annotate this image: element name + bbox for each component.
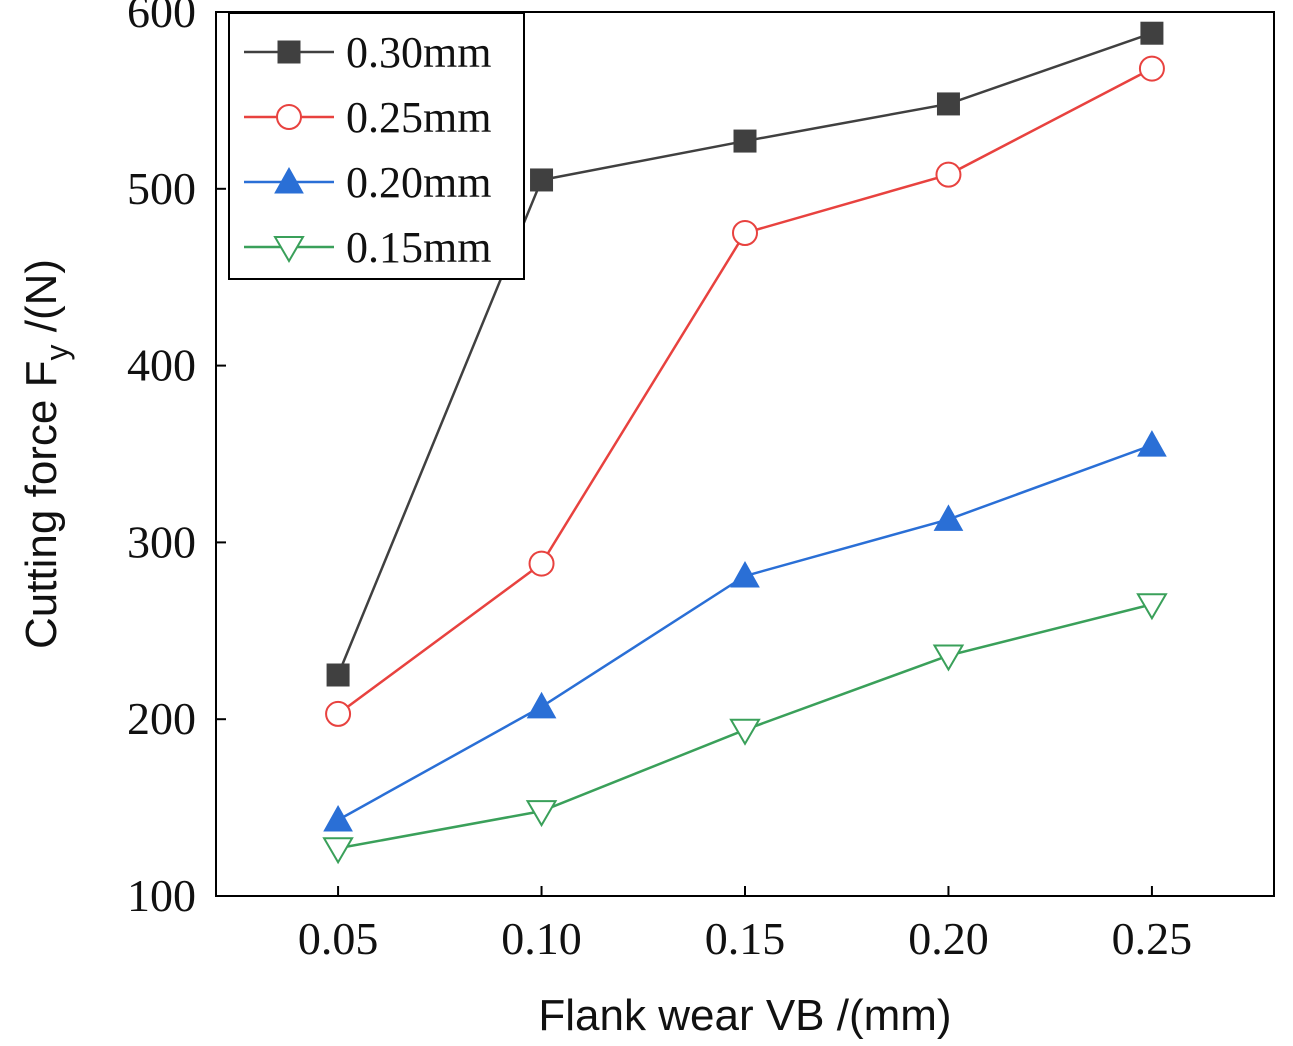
series-0-20mm: [323, 430, 1167, 832]
y-axis-title-subscript: y: [39, 344, 75, 360]
y-axis-title: Cutting force Fy /(N): [17, 259, 75, 649]
x-tick-label: 0.10: [501, 913, 582, 964]
data-point-0-20mm: [323, 804, 353, 832]
data-point-0-20mm: [526, 691, 557, 719]
y-tick-label: 400: [127, 340, 196, 391]
plot-area-frame: [215, 11, 1275, 897]
legend-marker-0-25mm: [276, 104, 302, 130]
data-point-0-30mm: [530, 168, 554, 192]
data-point-0-25mm: [528, 550, 555, 577]
data-point-0-15mm: [1136, 593, 1168, 621]
legend-marker-0-20mm: [274, 166, 304, 194]
data-point-0-15mm: [322, 837, 354, 865]
data-point-0-15mm: [729, 718, 761, 746]
data-point-0-15mm: [525, 800, 558, 828]
data-point-0-20mm: [933, 504, 964, 531]
y-tick-label: 500: [127, 163, 196, 214]
data-point-0-15mm: [932, 644, 965, 672]
x-tick-label: 0.25: [1112, 913, 1193, 964]
legend-label-0-20mm: 0.20mm: [346, 158, 491, 207]
y-tick-label: 300: [127, 516, 196, 567]
legend-label-0-15mm: 0.15mm: [346, 223, 491, 272]
y-axis-title-main: Cutting force F: [17, 360, 66, 649]
y-tick-label: 600: [127, 0, 196, 37]
legend-marker-0-15mm: [273, 236, 305, 263]
y-tick-label: 200: [127, 693, 196, 744]
x-tick-label: 0.05: [298, 913, 379, 964]
series-0-15mm: [322, 593, 1168, 865]
data-point-0-30mm: [936, 92, 960, 116]
data-point-0-25mm: [732, 220, 758, 246]
data-point-0-25mm: [935, 161, 962, 188]
legend-marker-0-30mm: [277, 40, 301, 64]
data-series: [322, 21, 1168, 865]
legend-label-0-25mm: 0.25mm: [346, 93, 491, 142]
series-0-30mm: [326, 21, 1164, 687]
data-point-0-25mm: [325, 700, 352, 727]
series-0-25mm: [325, 55, 1165, 727]
data-point-0-30mm: [733, 129, 757, 153]
y-axis-title-unit: /(N): [17, 259, 66, 345]
data-point-0-25mm: [1138, 55, 1165, 82]
x-tick-label: 0.15: [705, 913, 786, 964]
legend-label-0-30mm: 0.30mm: [346, 28, 491, 77]
data-point-0-20mm: [730, 560, 760, 588]
legend: 0.30mm 0.25mm 0.20mm 0.15mm: [228, 12, 525, 280]
data-point-0-20mm: [1137, 430, 1167, 457]
data-point-0-30mm: [326, 663, 350, 687]
x-tick-label: 0.20: [908, 913, 989, 964]
x-axis-title: Flank wear VB /(mm): [538, 991, 951, 1040]
y-tick-label: 100: [127, 870, 196, 921]
tick-labels: 0.05 0.10 0.15 0.20 0.25 100 200 300 400 500 600: [127, 0, 1192, 964]
data-point-0-30mm: [1140, 21, 1164, 45]
